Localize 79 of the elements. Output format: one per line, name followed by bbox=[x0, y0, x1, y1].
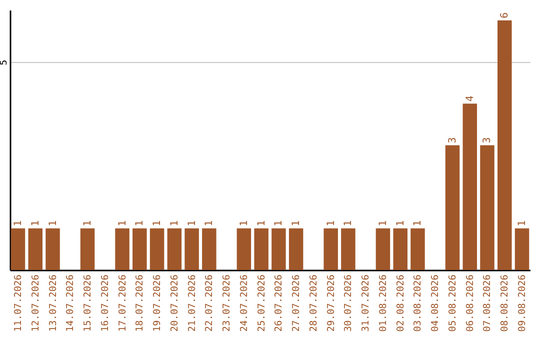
x-tick-label: 12.07.2026 bbox=[30, 274, 42, 332]
data-label: 1 bbox=[412, 220, 424, 226]
bar bbox=[324, 228, 338, 270]
data-label: 1 bbox=[291, 220, 302, 226]
data-label: 1 bbox=[30, 220, 42, 226]
data-label: 1 bbox=[326, 220, 337, 226]
x-tick-label: 09.08.2026 bbox=[517, 274, 528, 332]
bar bbox=[341, 228, 356, 270]
bar bbox=[410, 228, 425, 270]
bar bbox=[132, 228, 147, 270]
bar bbox=[167, 228, 182, 270]
x-tick-label: 24.07.2026 bbox=[238, 274, 250, 332]
x-tick-label: 08.08.2026 bbox=[500, 274, 511, 332]
bar bbox=[462, 104, 477, 270]
data-label: 1 bbox=[204, 220, 216, 226]
x-tick-label: 26.07.2026 bbox=[274, 274, 285, 332]
data-label: 1 bbox=[134, 220, 146, 226]
bar bbox=[514, 228, 530, 270]
x-tick-label: 25.07.2026 bbox=[256, 274, 268, 332]
x-tick-label: 02.08.2026 bbox=[395, 274, 406, 332]
bar bbox=[28, 228, 42, 270]
bar bbox=[236, 228, 252, 270]
data-label: 1 bbox=[378, 220, 389, 226]
x-tick-label: 01.08.2026 bbox=[378, 274, 389, 332]
x-tick-label: 20.07.2026 bbox=[169, 274, 180, 332]
data-label: 1 bbox=[274, 220, 285, 226]
x-tick-label: 11.07.2026 bbox=[12, 274, 24, 332]
bar bbox=[376, 228, 390, 270]
data-label: 1 bbox=[169, 220, 180, 226]
x-tick-label: 31.07.2026 bbox=[360, 274, 372, 332]
bar bbox=[480, 145, 494, 270]
data-label: 1 bbox=[343, 220, 354, 226]
data-label: 1 bbox=[152, 220, 164, 226]
x-tick-label: 13.07.2026 bbox=[48, 274, 59, 332]
x-tick-label: 27.07.2026 bbox=[291, 274, 302, 332]
data-label: 1 bbox=[117, 220, 128, 226]
data-label: 1 bbox=[48, 220, 59, 226]
data-label: 6 bbox=[500, 12, 511, 18]
x-tick-label: 03.08.2026 bbox=[412, 274, 424, 332]
bar bbox=[254, 228, 268, 270]
x-tick-label: 06.08.2026 bbox=[464, 274, 476, 332]
x-tick-label: 16.07.2026 bbox=[100, 274, 111, 332]
data-label: 1 bbox=[186, 220, 198, 226]
data-label: 1 bbox=[82, 220, 94, 226]
bar bbox=[184, 228, 199, 270]
x-tick-label: 21.07.2026 bbox=[186, 274, 198, 332]
bar bbox=[80, 228, 95, 270]
bar bbox=[445, 145, 460, 270]
bar bbox=[202, 228, 216, 270]
x-tick-label: 18.07.2026 bbox=[134, 274, 146, 332]
data-label: 1 bbox=[12, 220, 24, 226]
x-tick-label: 17.07.2026 bbox=[117, 274, 128, 332]
bar bbox=[288, 228, 304, 270]
x-tick-label: 30.07.2026 bbox=[343, 274, 354, 332]
data-label: 1 bbox=[238, 220, 250, 226]
data-label: 1 bbox=[517, 220, 528, 226]
bar bbox=[115, 228, 130, 270]
data-label: 3 bbox=[482, 137, 494, 144]
data-label: 1 bbox=[395, 220, 406, 226]
x-tick-label: 19.07.2026 bbox=[152, 274, 164, 332]
x-tick-label: 23.07.2026 bbox=[222, 274, 233, 332]
bar bbox=[10, 228, 26, 270]
data-label: 3 bbox=[447, 137, 458, 144]
x-tick-label: 22.07.2026 bbox=[204, 274, 216, 332]
data-label: 4 bbox=[464, 96, 476, 102]
bar bbox=[498, 20, 512, 270]
x-tick-label: 28.07.2026 bbox=[308, 274, 320, 332]
x-tick-label: 15.07.2026 bbox=[82, 274, 94, 332]
x-tick-label: 29.07.2026 bbox=[326, 274, 337, 332]
y-tick-label: 5 bbox=[0, 60, 10, 66]
x-tick-label: 07.08.2026 bbox=[482, 274, 494, 332]
bar bbox=[393, 228, 408, 270]
x-tick-label: 14.07.2026 bbox=[65, 274, 76, 332]
x-tick-label: 05.08.2026 bbox=[447, 274, 458, 332]
bar bbox=[46, 228, 60, 270]
x-tick-label: 04.08.2026 bbox=[430, 274, 442, 332]
data-label: 1 bbox=[256, 220, 268, 226]
bar bbox=[272, 228, 286, 270]
bar bbox=[150, 228, 164, 270]
